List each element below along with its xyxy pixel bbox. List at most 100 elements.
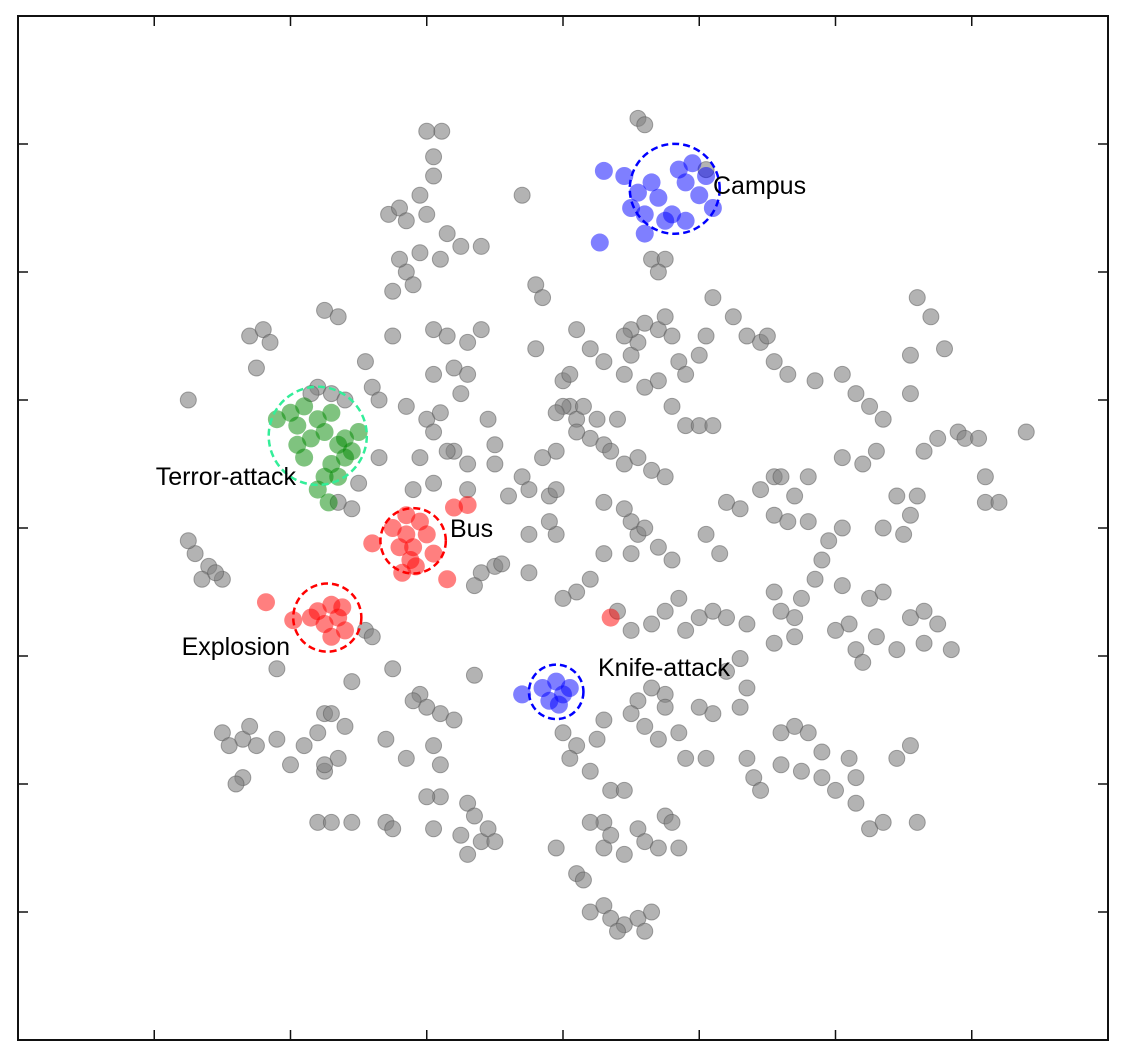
background-point — [316, 756, 334, 774]
background-point — [649, 730, 667, 748]
background-point — [901, 346, 919, 364]
background-point — [636, 833, 654, 851]
background-point — [922, 308, 940, 326]
campus-point — [676, 211, 695, 230]
background-point — [568, 321, 586, 339]
background-point — [738, 615, 756, 633]
background-point — [459, 455, 477, 473]
campus-point — [676, 173, 695, 192]
background-point — [363, 628, 381, 646]
campus-point — [663, 205, 681, 224]
explosion-point — [333, 598, 352, 617]
background-point — [486, 833, 504, 851]
background-point — [561, 749, 579, 767]
background-point — [888, 641, 906, 659]
background-point — [656, 602, 674, 620]
background-point — [874, 519, 892, 537]
background-point — [833, 519, 851, 537]
background-point — [445, 359, 463, 377]
background-point — [479, 410, 497, 428]
background-point — [643, 903, 661, 921]
background-point — [370, 449, 388, 467]
background-point — [895, 525, 913, 543]
background-point — [425, 820, 443, 838]
background-point — [833, 449, 851, 467]
plot-frame — [17, 15, 1109, 1041]
background-point — [247, 359, 265, 377]
background-point — [711, 545, 729, 563]
background-point — [861, 397, 879, 415]
background-point — [438, 225, 456, 243]
background-point — [731, 650, 749, 668]
knife-attack-point — [513, 685, 532, 704]
background-point — [718, 662, 735, 680]
background-point — [418, 122, 436, 140]
background-point — [418, 698, 436, 716]
background-point — [799, 513, 817, 531]
background-point — [595, 353, 613, 371]
background-point — [540, 513, 558, 531]
background-point — [942, 641, 960, 659]
background-point — [888, 487, 906, 505]
background-point — [207, 564, 225, 582]
campus-point — [635, 224, 654, 243]
background-point — [908, 813, 926, 831]
background-point — [636, 519, 654, 537]
background-point — [1017, 423, 1035, 441]
background-point — [697, 327, 715, 345]
background-point — [609, 922, 626, 940]
background-point — [425, 148, 443, 166]
bus-point — [445, 498, 463, 517]
background-point — [179, 532, 197, 550]
background-point — [609, 410, 626, 428]
background-point — [411, 244, 429, 262]
background-point — [813, 743, 831, 761]
background-point — [486, 436, 504, 454]
background-point — [588, 730, 606, 748]
background-point — [636, 116, 654, 134]
background-point — [970, 429, 988, 447]
background-point — [799, 468, 817, 486]
background-point — [343, 500, 361, 518]
background-point — [581, 903, 599, 921]
background-point — [520, 525, 538, 543]
background-point — [779, 365, 797, 383]
background-point — [779, 513, 797, 531]
background-point — [929, 429, 947, 447]
background-point — [901, 385, 919, 403]
background-point — [718, 493, 735, 511]
background-point — [581, 570, 599, 588]
background-point — [574, 397, 592, 415]
background-point — [588, 410, 606, 428]
background-point — [500, 487, 517, 505]
background-point — [806, 372, 824, 390]
background-point — [806, 570, 824, 588]
background-point — [731, 500, 749, 518]
background-point — [990, 493, 1008, 511]
background-point — [295, 737, 313, 755]
background-point — [356, 353, 374, 371]
bus-point — [397, 506, 416, 525]
background-point — [322, 813, 340, 831]
background-point — [656, 468, 674, 486]
background-point — [861, 820, 879, 838]
background-point — [847, 794, 865, 812]
bus-point — [410, 512, 429, 531]
background-point — [636, 922, 654, 940]
background-point — [384, 660, 402, 678]
background-point — [670, 724, 688, 742]
background-point — [670, 589, 688, 607]
background-point — [752, 781, 770, 799]
background-point — [425, 167, 443, 185]
background-point — [656, 308, 674, 326]
background-point — [534, 289, 552, 307]
background-point — [786, 487, 804, 505]
background-point — [316, 301, 334, 319]
campus-point — [683, 154, 702, 173]
background-point — [581, 813, 599, 831]
background-point — [813, 769, 831, 787]
background-point — [833, 365, 851, 383]
campus-label: Campus — [713, 172, 806, 200]
background-point — [193, 570, 211, 588]
background-point — [513, 186, 531, 204]
